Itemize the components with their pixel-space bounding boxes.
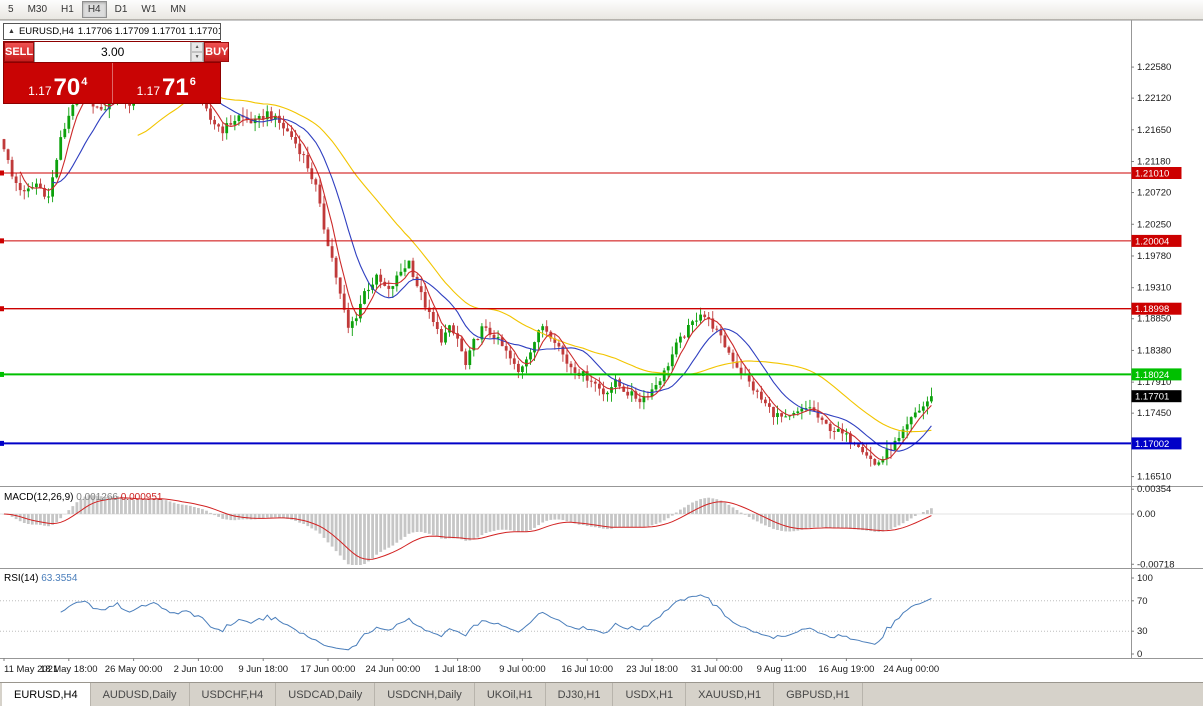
svg-text:1.22580: 1.22580 <box>1137 62 1171 73</box>
svg-text:1.20004: 1.20004 <box>1135 236 1169 247</box>
chart-tab-eurusd-h4[interactable]: EURUSD,H4 <box>2 683 91 706</box>
svg-text:9 Aug 11:00: 9 Aug 11:00 <box>757 664 807 675</box>
svg-text:1.22120: 1.22120 <box>1137 93 1171 104</box>
chart-symbol-header: ▲ EURUSD,H4 1.17706 1.17709 1.17701 1.17… <box>3 23 221 40</box>
chart-tab-usdx-h1[interactable]: USDX,H1 <box>613 683 686 706</box>
svg-text:1.16510: 1.16510 <box>1137 472 1171 483</box>
trade-buttons-row: SELL ▲ ▼ BUY <box>4 42 220 63</box>
svg-text:1.21010: 1.21010 <box>1135 168 1169 179</box>
buy-price-pip: 6 <box>190 76 196 88</box>
svg-text:24 Jun 00:00: 24 Jun 00:00 <box>365 664 420 675</box>
sell-button[interactable]: SELL <box>4 42 34 62</box>
svg-text:0.00: 0.00 <box>1137 509 1156 520</box>
svg-text:1.21180: 1.21180 <box>1137 157 1171 168</box>
svg-text:1.18380: 1.18380 <box>1137 345 1171 356</box>
svg-text:16 Aug 19:00: 16 Aug 19:00 <box>818 664 874 675</box>
rsi-label: RSI(14) 63.3554 <box>4 573 78 584</box>
svg-text:18 May 18:00: 18 May 18:00 <box>40 664 98 675</box>
candlesticks <box>3 67 933 466</box>
price-chart-canvas[interactable]: 1.22580 1.22120 1.21650 1.21180 1.20720 1.202… <box>0 20 1203 682</box>
svg-text:1.20720: 1.20720 <box>1137 188 1171 199</box>
svg-text:0: 0 <box>1137 649 1142 660</box>
timeframe-button-w1[interactable]: W1 <box>135 1 162 18</box>
svg-text:9 Jul 00:00: 9 Jul 00:00 <box>499 664 545 675</box>
chart-symbol-label: EURUSD,H4 <box>19 26 74 37</box>
rsi-line <box>61 595 932 650</box>
chart-tab-usdcnh-daily[interactable]: USDCNH,Daily <box>375 683 475 706</box>
svg-text:1.17450: 1.17450 <box>1137 408 1171 419</box>
one-click-trading-panel: SELL ▲ ▼ BUY 1.17704 1.17716 <box>3 41 221 104</box>
trade-price-row: 1.17704 1.17716 <box>4 63 220 103</box>
timeframe-button-h1[interactable]: H1 <box>55 1 80 18</box>
chart-tab-ukoil-h1[interactable]: UKOil,H1 <box>475 683 546 706</box>
macd-label: MACD(12,26,9) 0.001266 0.000951 <box>4 492 163 503</box>
svg-text:1.17701: 1.17701 <box>1135 392 1169 403</box>
chart-tab-dj30-h1[interactable]: DJ30,H1 <box>546 683 614 706</box>
sell-price-display[interactable]: 1.17704 <box>4 63 112 103</box>
volume-input[interactable] <box>35 42 190 62</box>
svg-text:26 May 00:00: 26 May 00:00 <box>105 664 163 675</box>
chart-tab-usdcad-daily[interactable]: USDCAD,Daily <box>276 683 375 706</box>
svg-text:1.20250: 1.20250 <box>1137 219 1171 230</box>
svg-text:30: 30 <box>1137 626 1148 637</box>
svg-text:1.18850: 1.18850 <box>1137 314 1171 325</box>
svg-text:16 Jul 10:00: 16 Jul 10:00 <box>561 664 613 675</box>
macd-histogram <box>3 495 933 565</box>
svg-text:1.21650: 1.21650 <box>1137 125 1171 136</box>
svg-text:0.00354: 0.00354 <box>1137 484 1171 495</box>
svg-text:1 Jul 18:00: 1 Jul 18:00 <box>434 664 480 675</box>
svg-text:24 Aug 00:00: 24 Aug 00:00 <box>883 664 939 675</box>
volume-down-icon[interactable]: ▼ <box>191 52 203 62</box>
svg-text:1.18998: 1.18998 <box>1135 304 1169 315</box>
chart-tab-audusd-daily[interactable]: AUDUSD,Daily <box>91 683 190 706</box>
volume-spinner: ▲ ▼ <box>190 42 203 62</box>
sell-price-prefix: 1.17 <box>28 85 51 98</box>
svg-text:2 Jun 10:00: 2 Jun 10:00 <box>174 664 224 675</box>
volume-box: ▲ ▼ <box>34 42 204 62</box>
chart-tabs-bar: EURUSD,H4AUDUSD,DailyUSDCHF,H4USDCAD,Dai… <box>0 682 1203 706</box>
sell-price-big: 70 <box>54 78 81 98</box>
svg-text:17 Jun 00:00: 17 Jun 00:00 <box>301 664 356 675</box>
svg-text:1.19780: 1.19780 <box>1137 251 1171 262</box>
svg-text:23 Jul 18:00: 23 Jul 18:00 <box>626 664 678 675</box>
svg-text:70: 70 <box>1137 596 1148 607</box>
chart-area[interactable]: 1.22580 1.22120 1.21650 1.21180 1.20720 1.202… <box>0 20 1203 682</box>
chart-tab-gbpusd-h1[interactable]: GBPUSD,H1 <box>774 683 863 706</box>
collapse-trade-panel-icon[interactable]: ▲ <box>8 28 15 35</box>
ma-34-line <box>138 95 932 432</box>
buy-price-big: 71 <box>162 78 189 98</box>
svg-text:1.18024: 1.18024 <box>1135 370 1169 381</box>
svg-text:-0.00718: -0.00718 <box>1137 559 1175 570</box>
timeframe-button-h4[interactable]: H4 <box>82 1 107 18</box>
chart-tab-usdchf-h4[interactable]: USDCHF,H4 <box>190 683 277 706</box>
timeframe-button-mn[interactable]: MN <box>164 1 192 18</box>
svg-text:100: 100 <box>1137 573 1153 584</box>
svg-text:1.19310: 1.19310 <box>1137 283 1171 294</box>
timeframe-button-d1[interactable]: D1 <box>109 1 134 18</box>
timeframe-button-m30[interactable]: M30 <box>22 1 53 18</box>
volume-up-icon[interactable]: ▲ <box>191 42 203 52</box>
svg-text:31 Jul 00:00: 31 Jul 00:00 <box>691 664 743 675</box>
macd-signal-line <box>4 498 931 560</box>
svg-text:1.17002: 1.17002 <box>1135 439 1169 450</box>
timeframe-button-5[interactable]: 5 <box>2 1 20 18</box>
buy-button[interactable]: BUY <box>204 42 229 62</box>
timeframe-toolbar: 5M30H1H4D1W1MN <box>0 0 1203 20</box>
sell-price-pip: 4 <box>81 76 87 88</box>
chart-tab-xauusd-h1[interactable]: XAUUSD,H1 <box>686 683 774 706</box>
svg-text:9 Jun 18:00: 9 Jun 18:00 <box>238 664 288 675</box>
buy-price-prefix: 1.17 <box>137 85 160 98</box>
buy-price-display[interactable]: 1.17716 <box>112 63 221 103</box>
chart-ohlc-values: 1.17706 1.17709 1.17701 1.17701 <box>78 26 221 37</box>
ma-13-line <box>53 87 932 452</box>
